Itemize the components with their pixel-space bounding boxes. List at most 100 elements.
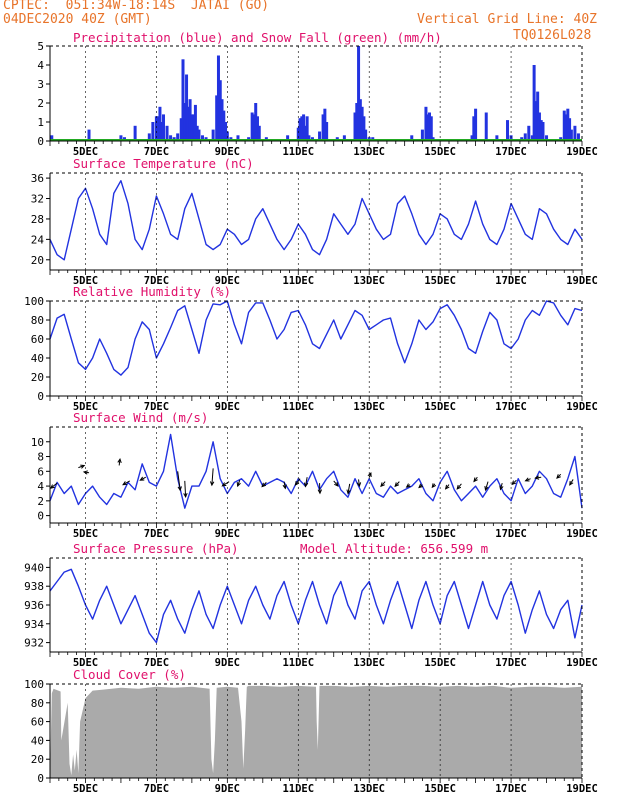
wind-arrow-shaft (485, 481, 489, 491)
precip-bar (216, 55, 220, 141)
rh-ytick-label: 100 (24, 295, 44, 308)
wind-arrow (317, 483, 323, 495)
precip-bar (193, 104, 197, 141)
precip-bar (353, 112, 357, 141)
precip-panel: Precipitation (blue) and Snow Fall (gree… (37, 30, 597, 158)
precip-ytick-label: 1 (37, 116, 44, 129)
wind-arrow-shaft (211, 468, 214, 486)
rh-xtick-label: 19DEC (566, 401, 598, 413)
precip-bar (429, 116, 433, 141)
precip-bar (360, 106, 364, 141)
precip-bar (87, 129, 91, 141)
rh-ytick-label: 80 (31, 314, 44, 327)
cloud-ytick-label: 60 (31, 716, 44, 729)
rh-ytick-label: 40 (31, 352, 44, 365)
wind-arrow (418, 483, 424, 489)
temp-series-line (49, 179, 583, 261)
rh-xtick-label: 17DEC (495, 401, 527, 413)
wind-arrow-head (418, 483, 424, 489)
precip-bar (192, 114, 196, 141)
precip-bar (568, 118, 572, 141)
precip-bar (161, 114, 165, 141)
precip-bar (474, 108, 478, 141)
pres-ytick-label: 940 (24, 561, 44, 574)
rh-xtick-label: 9DEC (215, 401, 240, 413)
rh-xtick-label: 7DEC (144, 401, 169, 413)
precip-title: Precipitation (blue) and Snow Fall (gree… (73, 30, 442, 45)
wind-arrow-head (405, 483, 411, 488)
precip-bar (302, 114, 306, 141)
precip-bar (197, 129, 201, 141)
wind-ytick-label: 2 (37, 495, 44, 508)
wind-arrow-head (511, 480, 517, 486)
wind-xtick-label: 15DEC (424, 528, 456, 540)
pres-annotation: Model Altitude: 656.599 m (300, 541, 488, 556)
precip-bar (545, 135, 549, 141)
wind-arrow (556, 473, 562, 479)
precip-bar (183, 103, 187, 141)
precip-bar (470, 135, 474, 141)
wind-arrow-head (177, 486, 182, 492)
wind-arrow (78, 464, 86, 469)
precip-bar (151, 122, 155, 141)
precip-xtick-label: 11DEC (282, 146, 314, 158)
header-location: CPTEC: 051:34W-18:14S JATAI (GO) (3, 0, 270, 13)
rh-xtick-label: 15DEC (424, 401, 456, 413)
wind-arrow-head (556, 474, 561, 479)
wind-arrow-head (80, 464, 86, 469)
precip-bar (566, 108, 570, 141)
pres-title: Surface Pressure (hPa) (73, 541, 239, 556)
wind-arrow (183, 480, 188, 499)
precip-bar (181, 59, 185, 141)
precip-bar (530, 135, 534, 141)
wind-arrow (346, 483, 351, 495)
wind-ytick-label: 6 (37, 465, 44, 478)
wind-xtick-label: 9DEC (215, 528, 240, 540)
wind-arrow-head (303, 482, 309, 488)
precip-bar (211, 129, 215, 141)
precip-bar (536, 91, 540, 141)
temp-xtick-label: 9DEC (215, 275, 240, 287)
wind-arrow-head (431, 483, 437, 489)
wind-ytick-label: 4 (37, 480, 44, 493)
precip-xtick-label: 15DEC (424, 146, 456, 158)
precip-bar (541, 122, 545, 141)
temp-xtick-label: 15DEC (424, 275, 456, 287)
wind-arrows (49, 457, 574, 499)
wind-arrow-shaft (177, 471, 181, 491)
wind-arrow-head (456, 484, 462, 490)
precip-bar (254, 103, 258, 141)
rh-ytick-label: 60 (31, 333, 44, 346)
wind-arrow-head (139, 476, 145, 481)
precip-bar (569, 129, 573, 141)
wind-arrow (524, 477, 531, 482)
cloud-xtick-label: 7DEC (144, 783, 169, 795)
precip-bar (307, 135, 311, 141)
wind-arrow-head (367, 471, 372, 478)
cloud-ytick-label: 100 (24, 678, 44, 691)
wind-arrow-head (317, 489, 323, 495)
wind-panel: Surface Wind (m/s) 0 2 4 68 10 5DEC 7DEC 9DEC 11D… (31, 410, 598, 540)
wind-ytick-label: 0 (37, 510, 44, 523)
wind-xtick-label: 5DEC (73, 528, 98, 540)
precip-bar (252, 114, 256, 141)
precip-ytick-label: 5 (37, 40, 44, 53)
wind-arrow-head (499, 485, 504, 491)
precip-xtick-label: 9DEC (215, 146, 240, 158)
precip-bar (532, 65, 536, 141)
cloud-ytick-label: 20 (31, 753, 44, 766)
wind-arrow (569, 479, 574, 486)
temp-xtick-label: 17DEC (495, 275, 527, 287)
precip-xtick-label: 7DEC (144, 146, 169, 158)
temp-xtick-label: 7DEC (144, 275, 169, 287)
wind-arrow (405, 483, 411, 488)
wind-arrow-head (209, 481, 215, 487)
wind-arrow (473, 476, 478, 483)
precip-bar (169, 135, 173, 141)
precip-bar (303, 125, 307, 141)
precip-bar (358, 99, 362, 141)
pres-xtick-label: 13DEC (353, 657, 385, 669)
pres-xtick-label: 7DEC (144, 657, 169, 669)
precip-bar (424, 106, 428, 141)
